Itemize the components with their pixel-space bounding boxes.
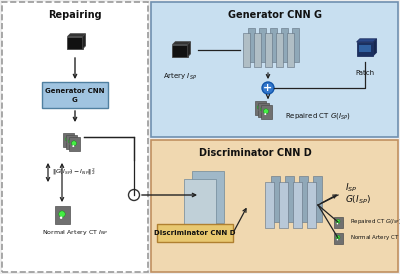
Polygon shape: [286, 33, 294, 67]
Polygon shape: [334, 216, 342, 227]
Circle shape: [128, 190, 140, 201]
Polygon shape: [248, 28, 254, 62]
Polygon shape: [359, 45, 371, 52]
Polygon shape: [254, 101, 266, 115]
Text: Normal Artery CT $I_{NP}$: Normal Artery CT $I_{NP}$: [350, 233, 400, 242]
Circle shape: [59, 211, 65, 217]
Polygon shape: [292, 182, 302, 228]
Polygon shape: [357, 42, 374, 56]
Polygon shape: [188, 42, 190, 57]
FancyBboxPatch shape: [151, 140, 398, 272]
Text: $I_{SP}$: $I_{SP}$: [345, 182, 358, 194]
Polygon shape: [242, 33, 250, 67]
Circle shape: [260, 107, 266, 112]
Polygon shape: [298, 176, 308, 222]
Polygon shape: [280, 28, 288, 62]
Polygon shape: [184, 179, 216, 231]
Polygon shape: [192, 171, 224, 223]
Circle shape: [72, 145, 74, 147]
Polygon shape: [264, 182, 274, 228]
Polygon shape: [258, 103, 268, 117]
Polygon shape: [172, 42, 190, 45]
Text: Artery $I_{SP}$: Artery $I_{SP}$: [163, 72, 197, 82]
Polygon shape: [292, 28, 298, 62]
Polygon shape: [62, 133, 74, 147]
Polygon shape: [306, 182, 316, 228]
Polygon shape: [54, 206, 70, 224]
Circle shape: [66, 137, 70, 142]
Polygon shape: [312, 176, 322, 222]
Circle shape: [69, 143, 71, 145]
Circle shape: [264, 109, 268, 114]
Circle shape: [72, 141, 76, 146]
Circle shape: [261, 111, 263, 113]
Polygon shape: [258, 28, 266, 62]
Circle shape: [262, 82, 274, 94]
Text: Repaired CT $G(I_{SP})$: Repaired CT $G(I_{SP})$: [350, 218, 400, 227]
Text: Patch: Patch: [356, 70, 374, 76]
Circle shape: [60, 216, 62, 219]
Polygon shape: [68, 137, 80, 151]
Polygon shape: [66, 135, 76, 149]
Circle shape: [264, 113, 266, 115]
Polygon shape: [68, 34, 86, 37]
Polygon shape: [357, 39, 377, 42]
Circle shape: [68, 139, 74, 144]
Polygon shape: [284, 176, 294, 222]
Polygon shape: [264, 33, 272, 67]
Polygon shape: [260, 105, 272, 119]
Circle shape: [337, 223, 338, 224]
Circle shape: [258, 109, 260, 111]
Text: $\|G(I_{SP}) - I_{NP}\|_2^2$: $\|G(I_{SP}) - I_{NP}\|_2^2$: [52, 167, 95, 177]
Polygon shape: [334, 233, 342, 244]
Polygon shape: [82, 34, 86, 49]
Polygon shape: [270, 28, 276, 62]
Circle shape: [258, 105, 262, 110]
Circle shape: [336, 235, 340, 239]
Polygon shape: [278, 182, 288, 228]
FancyBboxPatch shape: [157, 224, 233, 242]
Polygon shape: [374, 39, 377, 56]
FancyBboxPatch shape: [42, 82, 108, 108]
Text: G: G: [72, 97, 78, 103]
Text: Discriminator CNN D: Discriminator CNN D: [154, 230, 236, 236]
Polygon shape: [68, 37, 82, 49]
Circle shape: [336, 219, 340, 223]
FancyBboxPatch shape: [151, 2, 398, 137]
FancyBboxPatch shape: [2, 2, 148, 272]
Polygon shape: [254, 33, 260, 67]
Text: Repairing: Repairing: [48, 10, 102, 20]
Text: Repaired CT $G(I_{SP})$: Repaired CT $G(I_{SP})$: [285, 111, 351, 121]
Text: Generator CNN G: Generator CNN G: [228, 10, 322, 20]
Text: Discriminator CNN D: Discriminator CNN D: [199, 148, 311, 158]
Polygon shape: [270, 176, 280, 222]
Text: Generator CNN: Generator CNN: [45, 88, 105, 94]
Text: $G(I_{SP})$: $G(I_{SP})$: [345, 194, 371, 206]
Circle shape: [337, 239, 338, 240]
Circle shape: [66, 141, 68, 143]
Text: +: +: [263, 83, 273, 93]
Polygon shape: [172, 45, 188, 57]
Polygon shape: [276, 33, 282, 67]
Text: Normal Artery CT $I_{NP}$: Normal Artery CT $I_{NP}$: [42, 228, 108, 237]
